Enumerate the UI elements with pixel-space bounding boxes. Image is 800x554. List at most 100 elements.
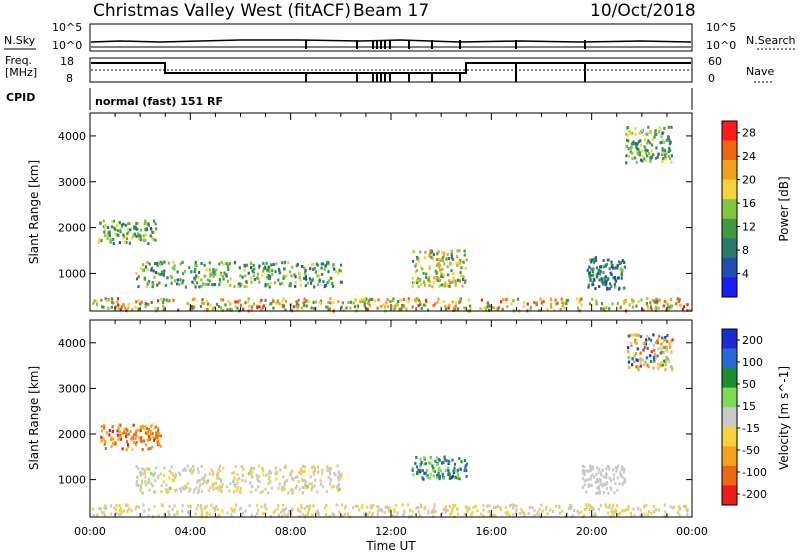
- data-cell: [298, 487, 301, 491]
- data-cell: [123, 240, 126, 244]
- data-cell: [445, 257, 448, 261]
- data-cell: [239, 284, 242, 288]
- data-cell: [137, 221, 140, 225]
- data-cell: [144, 431, 148, 435]
- data-cell: [640, 298, 643, 302]
- data-cell: [387, 507, 390, 511]
- data-cell: [602, 475, 605, 479]
- data-cell: [643, 345, 646, 349]
- colorbar-block: [722, 238, 737, 259]
- data-cell: [110, 436, 113, 440]
- data-cell: [452, 272, 455, 275]
- data-cell: [157, 261, 160, 265]
- data-cell: [613, 491, 616, 495]
- data-cell: [600, 307, 603, 311]
- data-cell: [237, 285, 240, 289]
- data-cell: [613, 473, 616, 477]
- data-cell: [590, 267, 593, 271]
- data-cell: [630, 342, 633, 345]
- data-cell: [176, 270, 179, 274]
- data-cell: [462, 275, 465, 279]
- data-cell: [436, 463, 439, 467]
- colorbar-block: [722, 199, 737, 220]
- data-cell: [511, 503, 514, 507]
- data-cell: [103, 230, 106, 234]
- data-cell: [147, 302, 150, 306]
- data-cell: [662, 157, 665, 161]
- data-cell: [196, 480, 199, 484]
- data-cell: [164, 284, 168, 287]
- data-cell: [625, 144, 629, 148]
- data-cell: [424, 250, 427, 254]
- data-cell: [600, 473, 603, 477]
- data-cell: [601, 280, 604, 284]
- data-cell: [135, 441, 138, 444]
- freq-label-line1: Freq.: [5, 54, 32, 67]
- data-cell: [134, 225, 137, 229]
- data-cell: [162, 308, 165, 311]
- data-cell: [635, 341, 638, 345]
- data-cell: [132, 441, 136, 444]
- data-cell: [608, 287, 611, 291]
- data-cell: [516, 297, 520, 301]
- data-cell: [221, 275, 225, 279]
- velocity-colorbar-frame: [721, 328, 738, 506]
- data-cell: [195, 281, 199, 285]
- data-cell: [108, 429, 111, 433]
- data-cell: [637, 507, 640, 511]
- data-cell: [654, 308, 658, 312]
- data-cell: [427, 509, 430, 513]
- data-cell: [391, 514, 395, 518]
- data-cell: [533, 514, 536, 518]
- data-cell: [627, 139, 630, 143]
- data-cell: [394, 504, 397, 507]
- data-cell: [513, 503, 516, 507]
- data-cell: [196, 467, 199, 471]
- data-cell: [434, 302, 437, 306]
- data-cell: [603, 279, 606, 283]
- data-cell: [187, 504, 190, 508]
- colorbar-tick-label: 20: [742, 174, 756, 187]
- data-cell: [110, 300, 113, 304]
- data-cell: [258, 305, 261, 309]
- data-cell: [639, 335, 643, 339]
- data-cell: [98, 238, 101, 242]
- data-cell: [148, 434, 151, 438]
- data-cell: [426, 476, 430, 480]
- data-cell: [316, 490, 319, 494]
- data-cell: [337, 470, 340, 474]
- data-cell: [226, 308, 229, 312]
- data-cell: [666, 339, 669, 343]
- data-cell: [304, 480, 307, 484]
- data-cell: [262, 261, 265, 265]
- data-cell: [263, 512, 266, 516]
- data-cell: [374, 299, 377, 303]
- data-cell: [657, 347, 660, 351]
- data-cell: [618, 482, 621, 486]
- data-cell: [282, 297, 285, 301]
- data-cell: [268, 475, 271, 479]
- data-cell: [526, 302, 529, 306]
- y-tick-label: 1000: [58, 474, 86, 487]
- data-cell: [175, 488, 178, 492]
- data-cell: [118, 503, 121, 507]
- data-cell: [443, 457, 446, 461]
- data-cell: [602, 307, 605, 311]
- data-cell: [366, 513, 369, 517]
- data-cell: [669, 298, 673, 301]
- data-cell: [458, 262, 461, 265]
- data-cell: [441, 472, 444, 476]
- data-cell: [452, 306, 456, 310]
- data-cell: [106, 299, 109, 303]
- data-cell: [637, 333, 640, 337]
- data-cell: [628, 131, 632, 135]
- data-cell: [349, 300, 352, 304]
- data-cell: [122, 236, 125, 240]
- data-cell: [645, 356, 648, 360]
- data-cell: [256, 477, 259, 481]
- data-cell: [143, 468, 147, 472]
- data-cell: [117, 303, 120, 307]
- data-cell: [454, 307, 457, 311]
- nsearch-label: N.Search: [746, 34, 796, 47]
- data-cell: [153, 438, 156, 442]
